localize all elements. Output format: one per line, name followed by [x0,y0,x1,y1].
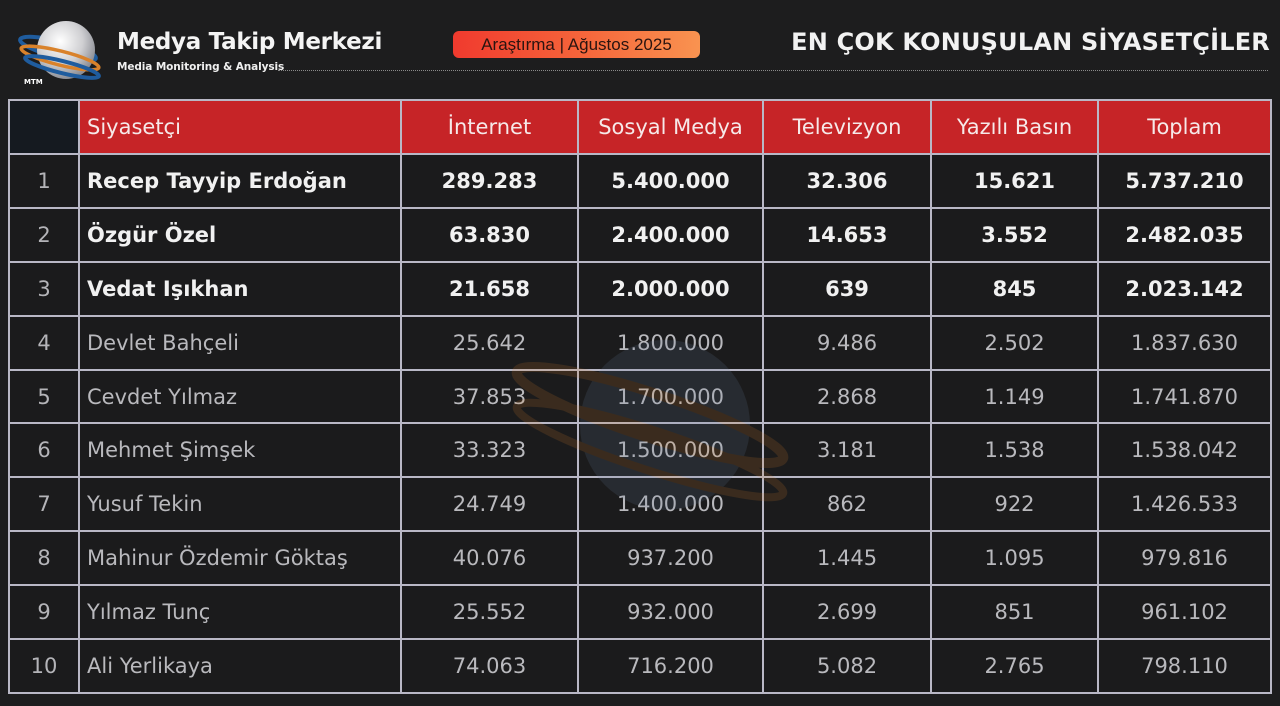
name-cell: Özgür Özel [78,206,402,263]
total-cell: 2.482.035 [1097,206,1272,263]
total-cell: 979.816 [1097,530,1272,587]
social-cell: 937.200 [577,530,764,587]
name-cell: Cevdet Yılmaz [78,368,402,425]
internet-cell: 25.552 [400,584,579,641]
table-row: 10 Ali Yerlikaya 74.063 716.200 5.082 2.… [8,638,1272,694]
rank-cell: 6 [8,422,80,479]
press-cell: 922 [930,476,1099,533]
date-badge: Araştırma | Ağustos 2025 [453,31,700,58]
tv-cell: 2.868 [762,368,932,425]
header: MTM Medya Takip Merkezi Media Monitoring… [0,0,1280,95]
table-header-row: Siyasetçi İnternet Sosyal Medya Televizy… [8,99,1272,155]
brand-subtitle: Media Monitoring & Analysis [117,61,285,73]
rank-cell: 4 [8,314,80,371]
total-cell: 1.426.533 [1097,476,1272,533]
social-cell: 5.400.000 [577,153,764,209]
press-cell: 1.149 [930,368,1099,425]
social-cell: 932.000 [577,584,764,641]
tv-cell: 5.082 [762,638,932,694]
total-cell: 1.741.870 [1097,368,1272,425]
rank-cell: 9 [8,584,80,641]
name-cell: Ali Yerlikaya [78,638,402,694]
table-row: 8 Mahinur Özdemir Göktaş 40.076 937.200 … [8,530,1272,587]
internet-cell: 25.642 [400,314,579,371]
press-cell: 2.502 [930,314,1099,371]
internet-cell: 40.076 [400,530,579,587]
total-cell: 1.837.630 [1097,314,1272,371]
total-cell: 2.023.142 [1097,260,1272,317]
table-row: 9 Yılmaz Tunç 25.552 932.000 2.699 851 9… [8,584,1272,641]
tv-cell: 32.306 [762,153,932,209]
internet-cell: 74.063 [400,638,579,694]
rank-cell: 3 [8,260,80,317]
table-row: 3 Vedat Işıkhan 21.658 2.000.000 639 845… [8,260,1272,317]
tv-cell: 14.653 [762,206,932,263]
press-cell: 15.621 [930,153,1099,209]
name-cell: Devlet Bahçeli [78,314,402,371]
total-cell: 961.102 [1097,584,1272,641]
rank-cell: 7 [8,476,80,533]
column-header-politician: Siyasetçi [78,99,402,155]
table-row: 2 Özgür Özel 63.830 2.400.000 14.653 3.5… [8,206,1272,263]
tv-cell: 1.445 [762,530,932,587]
column-header-print-press: Yazılı Basın [930,99,1099,155]
rank-cell: 10 [8,638,80,694]
internet-cell: 289.283 [400,153,579,209]
total-cell: 5.737.210 [1097,153,1272,209]
table-row: 1 Recep Tayyip Erdoğan 289.283 5.400.000… [8,153,1272,209]
tv-cell: 2.699 [762,584,932,641]
internet-cell: 63.830 [400,206,579,263]
press-cell: 1.538 [930,422,1099,479]
press-cell: 845 [930,260,1099,317]
name-cell: Recep Tayyip Erdoğan [78,153,402,209]
tv-cell: 9.486 [762,314,932,371]
mtm-logo-icon: MTM [18,21,101,86]
total-cell: 798.110 [1097,638,1272,694]
table-row: 7 Yusuf Tekin 24.749 1.400.000 862 922 1… [8,476,1272,533]
press-cell: 3.552 [930,206,1099,263]
social-cell: 1.500.000 [577,422,764,479]
total-cell: 1.538.042 [1097,422,1272,479]
internet-cell: 24.749 [400,476,579,533]
name-cell: Mahinur Özdemir Göktaş [78,530,402,587]
internet-cell: 37.853 [400,368,579,425]
name-cell: Yusuf Tekin [78,476,402,533]
internet-cell: 21.658 [400,260,579,317]
column-header-total: Toplam [1097,99,1272,155]
table-row: 5 Cevdet Yılmaz 37.853 1.700.000 2.868 1… [8,368,1272,425]
social-cell: 1.800.000 [577,314,764,371]
corner-cell [8,99,80,155]
svg-text:MTM: MTM [24,78,43,86]
rank-cell: 2 [8,206,80,263]
internet-cell: 33.323 [400,422,579,479]
name-cell: Yılmaz Tunç [78,584,402,641]
column-header-internet: İnternet [400,99,579,155]
header-divider [278,70,1268,71]
table-row: 4 Devlet Bahçeli 25.642 1.800.000 9.486 … [8,314,1272,371]
social-cell: 1.700.000 [577,368,764,425]
rank-cell: 1 [8,153,80,209]
brand-title: Medya Takip Merkezi [117,29,383,55]
press-cell: 851 [930,584,1099,641]
social-cell: 2.000.000 [577,260,764,317]
page-title: EN ÇOK KONUŞULAN SİYASETÇİLER [791,28,1270,56]
table-row: 6 Mehmet Şimşek 33.323 1.500.000 3.181 1… [8,422,1272,479]
rank-cell: 5 [8,368,80,425]
social-cell: 1.400.000 [577,476,764,533]
tv-cell: 639 [762,260,932,317]
column-header-social-media: Sosyal Medya [577,99,764,155]
tv-cell: 3.181 [762,422,932,479]
social-cell: 2.400.000 [577,206,764,263]
press-cell: 1.095 [930,530,1099,587]
tv-cell: 862 [762,476,932,533]
social-cell: 716.200 [577,638,764,694]
column-header-television: Televizyon [762,99,932,155]
name-cell: Vedat Işıkhan [78,260,402,317]
name-cell: Mehmet Şimşek [78,422,402,479]
rank-cell: 8 [8,530,80,587]
ranking-table: Siyasetçi İnternet Sosyal Medya Televizy… [8,99,1272,694]
press-cell: 2.765 [930,638,1099,694]
